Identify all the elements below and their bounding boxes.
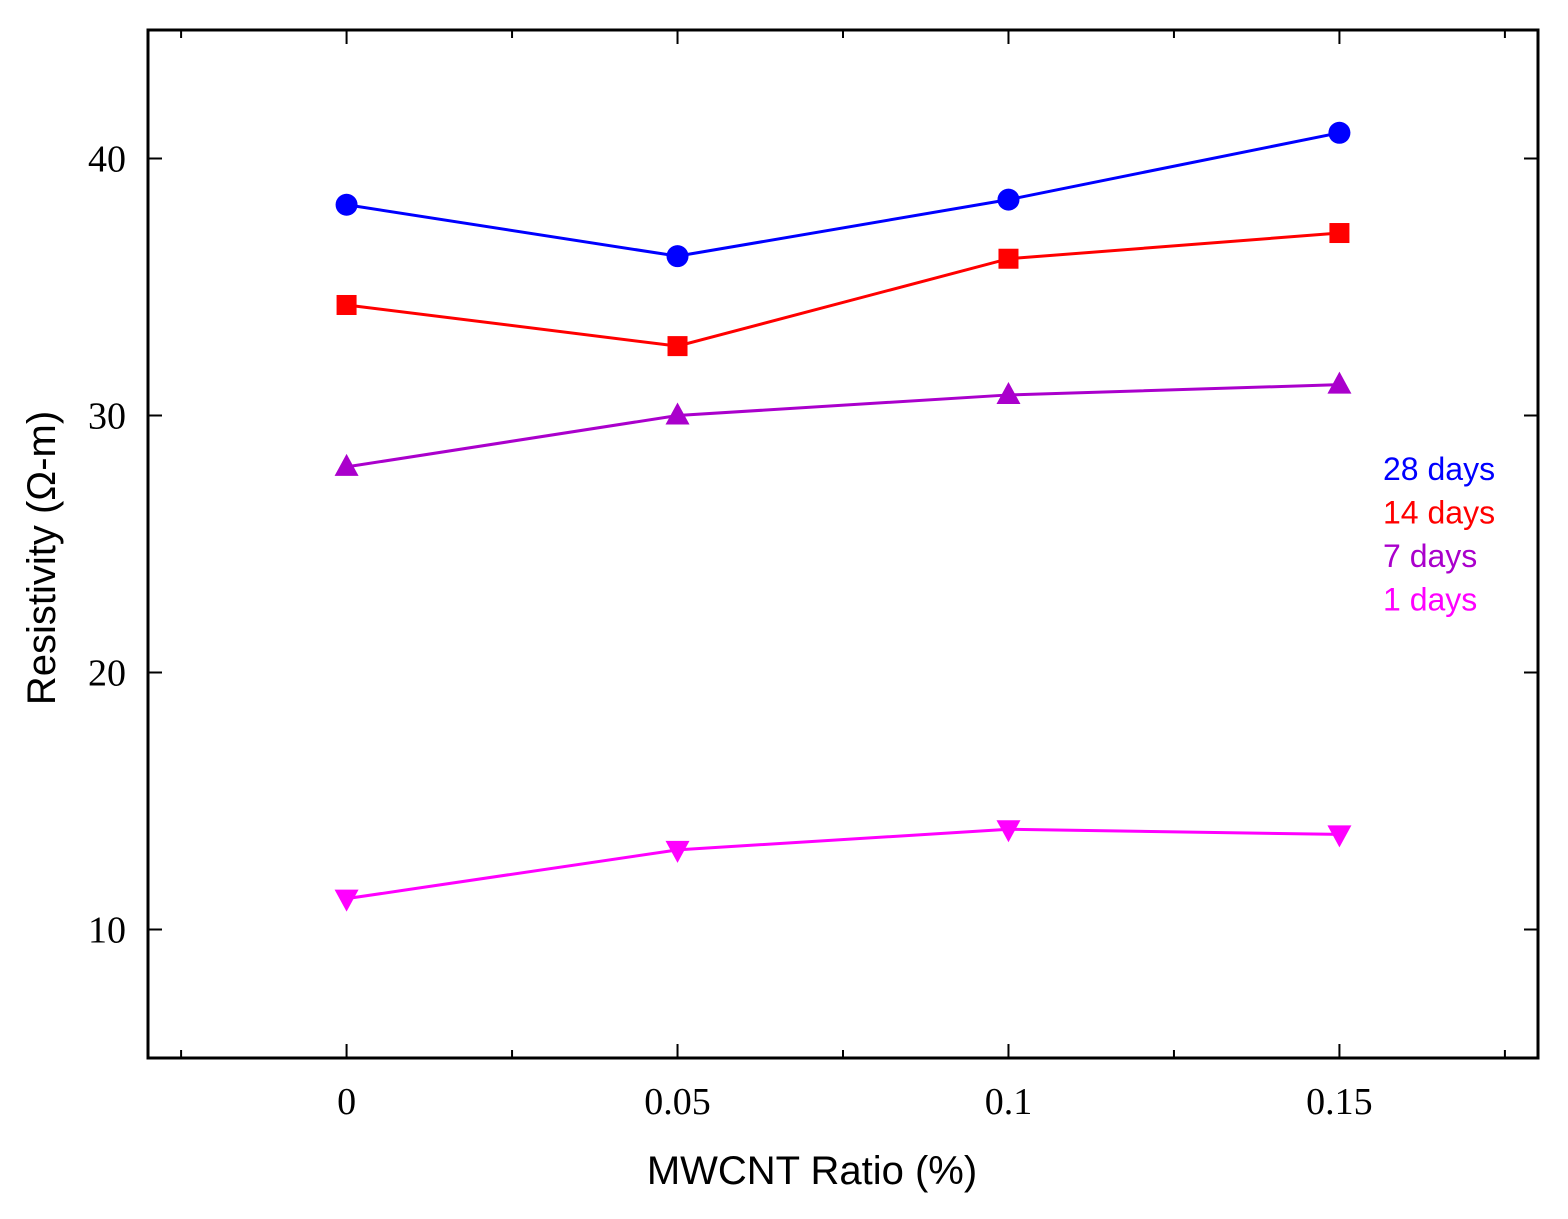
x-tick-label: 0.05 [644,1081,711,1123]
data-point-14-days [336,294,357,315]
series-14-days [336,223,1350,357]
data-point-1-days [996,820,1021,843]
y-tick-label: 40 [88,139,126,181]
x-axis-title: MWCNT Ratio (%) [647,1149,977,1193]
plot-frame [146,28,1540,1060]
series-line-7-days [346,383,1340,469]
series-28-days [335,121,1351,268]
series-line-28-days [346,131,1340,258]
series-7-days [334,371,1352,476]
data-point-1-days [1327,825,1352,848]
data-point-28-days [997,188,1020,211]
data-point-28-days [335,193,358,216]
data-point-7-days [334,453,359,476]
legend: 28 days 14 days 7 days 1 days [1383,451,1495,618]
series-layer [334,121,1352,912]
data-point-14-days [667,336,688,357]
series-line-1-days [346,827,1340,901]
y-tick-label: 20 [88,653,126,695]
legend-entry-7-days: 7 days [1383,538,1477,574]
data-point-28-days [666,245,689,268]
y-tick-label: 10 [88,910,126,952]
data-point-14-days [1329,223,1350,244]
y-axis-title: Resistivity (Ω-m) [20,411,64,705]
data-point-7-days [1327,371,1352,394]
data-point-1-days [665,840,690,863]
legend-entry-1-days: 1 days [1383,582,1477,618]
data-point-14-days [998,248,1019,269]
legend-entry-14-days: 14 days [1383,495,1495,531]
data-point-1-days [334,889,359,912]
axes-layer: 0 0.05 0.1 0.15 10 20 30 40 [88,28,1540,1123]
x-tick-label: 0.15 [1306,1081,1373,1123]
series-line-14-days [346,231,1340,348]
series-1-days [334,820,1352,912]
y-tick-label: 30 [88,396,126,438]
data-point-7-days [665,402,690,425]
data-point-7-days [996,381,1021,404]
x-tick-label: 0.1 [985,1081,1033,1123]
legend-entry-28-days: 28 days [1383,451,1495,487]
data-point-28-days [1328,121,1351,144]
x-tick-label: 0 [337,1081,356,1123]
